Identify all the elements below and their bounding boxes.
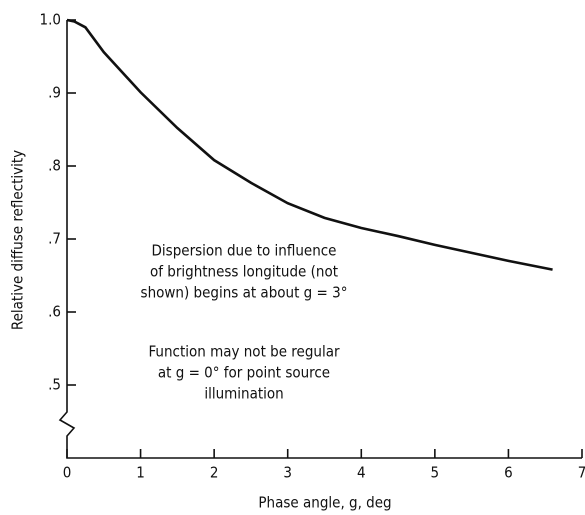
x-tick-label: 7 [578,464,585,482]
y-tick-label: .5 [48,376,61,394]
y-tick-label: .6 [48,303,61,321]
x-tick-label: 3 [283,464,292,482]
annotation: of brightness longitude (not [150,263,338,281]
annotation: Function may not be regular [148,343,339,361]
x-tick-label: 0 [63,464,72,482]
annotation: illumination [204,385,283,403]
x-tick-label: 5 [431,464,440,482]
data-line [66,18,553,271]
y-tick-label: .7 [48,230,61,248]
y-axis-label: Relative diffuse reflectivity [9,150,27,330]
x-tick-label: 2 [210,464,219,482]
axes [58,20,582,459]
annotation: at g = 0° for point source [158,364,330,382]
x-axis-label: Phase angle, g, deg [258,494,391,512]
y-tick-label: 1.0 [40,11,61,29]
x-tick-label: 1 [136,464,145,482]
y-tick-label: .8 [48,157,61,175]
annotation: shown) begins at about g = 3° [141,284,348,302]
x-tick-label: 6 [504,464,513,482]
x-tick-label: 4 [357,464,366,482]
y-tick-label: .9 [48,84,61,102]
annotation: Dispersion due to influence [152,242,337,260]
